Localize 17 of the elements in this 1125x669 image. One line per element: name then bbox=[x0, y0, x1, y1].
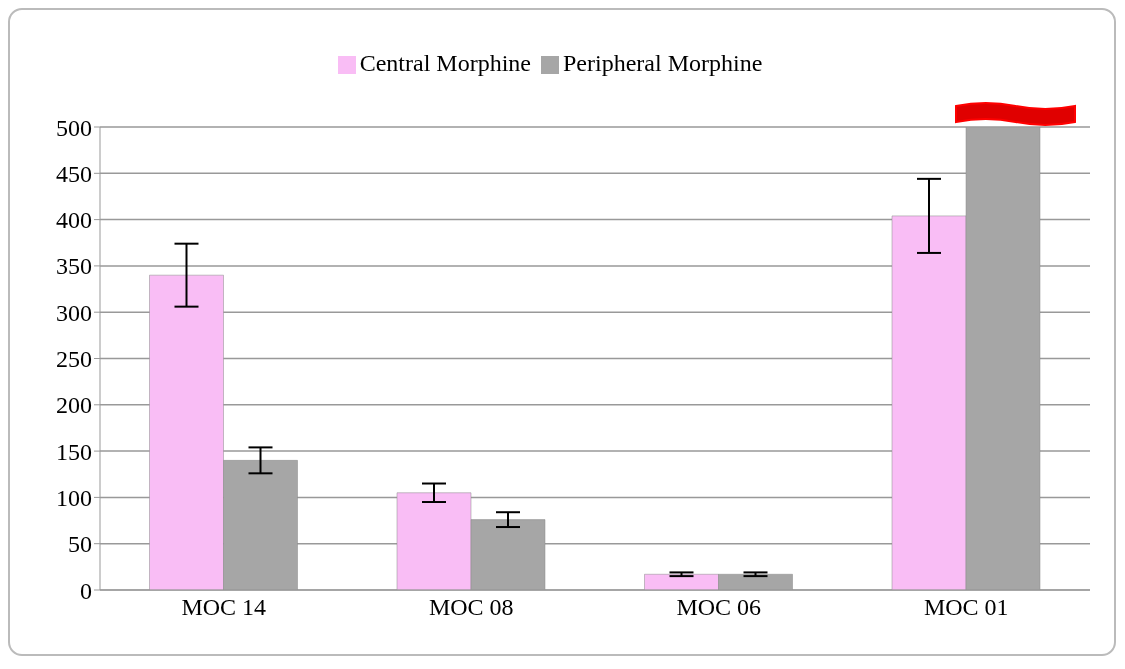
x-tick-label: MOC 08 bbox=[428, 594, 514, 621]
y-tick-label: 500 bbox=[56, 114, 92, 141]
y-tick-label: 100 bbox=[56, 484, 92, 511]
x-tick-label: MOC 06 bbox=[676, 594, 762, 621]
y-tick-label: 400 bbox=[56, 207, 92, 234]
y-tick-label: 200 bbox=[56, 392, 92, 419]
y-tick-label: 150 bbox=[56, 438, 92, 465]
y-tick-label: 450 bbox=[56, 160, 92, 187]
x-tick-label: MOC 14 bbox=[181, 594, 267, 621]
y-tick-label: 350 bbox=[56, 253, 92, 280]
legend-label: Central Morphine bbox=[359, 50, 531, 76]
x-tick-label: MOC 01 bbox=[923, 594, 1009, 621]
y-tick-label: 0 bbox=[80, 577, 92, 604]
y-tick-label: 300 bbox=[56, 299, 92, 326]
y-tick-label: 50 bbox=[68, 531, 92, 558]
y-tick-label: 250 bbox=[56, 346, 92, 373]
legend-label: Peripheral Morphine bbox=[563, 50, 763, 76]
